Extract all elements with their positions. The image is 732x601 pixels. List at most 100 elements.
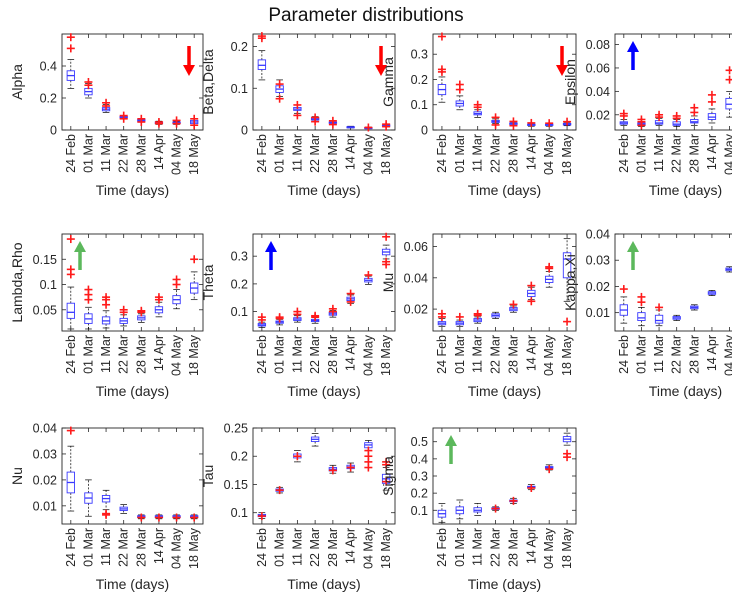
x-tick-label: 11 Mar — [290, 134, 304, 172]
y-tick-label: 0.01 — [586, 306, 610, 320]
axes-frame — [614, 233, 732, 332]
x-tick-label: 22 Mar — [489, 528, 503, 567]
y-tick-label: 0.2 — [231, 40, 248, 54]
box-2 — [473, 503, 482, 516]
box-2 — [473, 309, 482, 324]
y-tick-label: 0.1 — [231, 305, 248, 319]
x-tick-label: 22 Mar — [308, 134, 322, 173]
x-tick-label: 24 Feb — [255, 528, 269, 567]
x-tick-label: 28 Mar — [134, 335, 148, 374]
outlier-point — [119, 305, 128, 314]
outlier-point — [257, 313, 266, 322]
figure-root: 00.20.424 Feb 01 Mar 11 Mar 22 Mar 28 Mar 14 … — [9, 32, 732, 592]
subplot-3: 0.02 0.04 0.06 0.08 24 Feb 01 Mar 11 Mar 22 Mar… — [562, 33, 732, 198]
subplot-2: 0 0.1 0.2 0.3 24 Feb 01 Mar 11 Mar 22 Mar 28 Mar… — [380, 32, 577, 198]
axes-frame — [252, 33, 396, 131]
box-1 — [84, 479, 93, 517]
box-5 — [527, 118, 536, 127]
outlier-point — [311, 113, 320, 122]
outlier-point — [102, 510, 111, 519]
y-axis-label: Kappa,Xi — [562, 254, 578, 311]
y-tick-label: 0.01 — [33, 499, 57, 513]
box-1 — [84, 285, 93, 330]
x-tick-label: 28 Mar — [326, 528, 340, 567]
outlier-point — [672, 111, 681, 120]
x-tick-label: 24 Feb — [64, 528, 78, 567]
x-tick-label: 14 Apr — [152, 528, 166, 564]
box-2 — [101, 98, 111, 113]
x-axis-label: Time (days) — [287, 383, 360, 399]
trend-arrow-head — [183, 65, 195, 76]
outlier-point — [102, 98, 111, 107]
trend-arrow-up — [627, 241, 639, 270]
y-tick-label: 0.06 — [586, 61, 610, 75]
x-tick-label: 28 Mar — [326, 134, 340, 173]
x-tick-label: 22 Mar — [117, 335, 131, 374]
box-7 — [381, 120, 391, 131]
outlier-point — [545, 262, 554, 271]
y-tick-label: 0.04 — [33, 422, 57, 436]
y-tick-label: 0.2 — [40, 92, 57, 106]
box-1 — [637, 292, 646, 327]
box-3 — [119, 504, 128, 514]
x-tick-label: 01 Mar — [81, 134, 95, 173]
y-axis-label: Epsilon — [562, 59, 578, 105]
outlier-point — [154, 118, 163, 126]
axes-frame — [432, 33, 577, 131]
x-tick-label: 22 Mar — [670, 134, 684, 173]
y-tick-label: 0.05 — [33, 303, 57, 317]
y-tick-label: 0.4 — [411, 452, 428, 466]
y-tick-label: 0.06 — [404, 240, 428, 254]
trend-arrow-down — [375, 46, 387, 76]
x-tick-label: 04 May — [170, 527, 184, 569]
outlier-point — [364, 446, 373, 455]
outlier-point — [275, 80, 284, 89]
trend-arrow-head — [375, 65, 387, 76]
trend-arrow-down — [556, 46, 568, 76]
y-axis-label: Theta — [200, 264, 216, 300]
box-7 — [562, 238, 572, 326]
subplot-10: 0.1 0.2 0.3 0.4 0.5 24 Feb 01 Mar 11 Mar 22 Mar 2… — [380, 427, 577, 592]
x-tick-label: 01 Mar — [273, 528, 287, 567]
outlier-point — [491, 120, 500, 129]
box-3 — [672, 314, 681, 321]
x-tick-label: 28 Mar — [506, 134, 520, 173]
x-tick-label: 24 Feb — [617, 134, 631, 173]
box-3 — [310, 433, 320, 447]
outlier-point — [563, 453, 572, 462]
outlier-point — [382, 457, 391, 466]
y-tick-label: 0.03 — [33, 447, 57, 461]
box-3 — [491, 504, 500, 513]
y-tick-label: 0.08 — [586, 38, 610, 52]
trend-arrow-up — [74, 241, 86, 270]
axes-frame — [252, 427, 396, 525]
trend-arrow-head — [627, 241, 639, 252]
x-tick-label: 22 Mar — [489, 134, 503, 173]
x-tick-label: 01 Mar — [453, 335, 467, 374]
x-tick-label: 01 Mar — [634, 134, 648, 173]
outlier-point — [190, 114, 199, 123]
y-tick-label: 0.02 — [586, 280, 610, 294]
x-tick-label: 24 Feb — [255, 134, 269, 173]
outlier-point — [545, 119, 554, 128]
subplot-8: 0.01 0.02 0.03 0.04 24 Feb 01 Mar 11 Mar 22 Mar… — [9, 422, 204, 592]
x-tick-label: 11 Mar — [290, 528, 304, 566]
x-tick-label: 18 May — [560, 527, 574, 569]
y-tick-label: 0.02 — [586, 108, 610, 122]
outlier-point — [275, 313, 284, 322]
box-1 — [84, 78, 93, 99]
outlier-point — [154, 293, 163, 302]
x-axis-label: Time (days) — [96, 182, 169, 198]
outlier-point — [137, 513, 146, 522]
outlier-point — [293, 452, 302, 461]
x-tick-label: 01 Mar — [273, 335, 287, 374]
x-tick-label: 04 May — [723, 133, 732, 175]
outlier-point — [364, 271, 373, 280]
outlier-point — [707, 97, 716, 106]
x-tick-label: 24 Feb — [64, 134, 78, 173]
box-0 — [66, 426, 75, 512]
outlier-point — [527, 297, 536, 306]
box-7 — [190, 114, 199, 130]
outlier-point — [509, 300, 518, 309]
x-tick-label: 22 Mar — [117, 134, 131, 173]
